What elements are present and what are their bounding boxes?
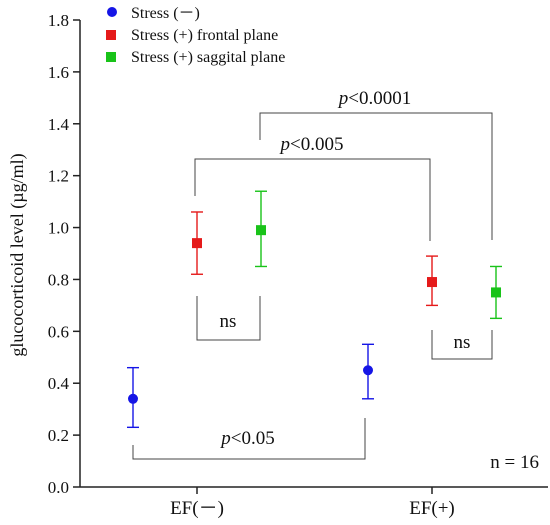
axes	[79, 20, 548, 494]
series-1-point-0-marker	[192, 238, 202, 249]
y-tick-label-8: 1.6	[48, 63, 69, 82]
bracket-ns-left	[196, 296, 261, 341]
annotation-n: n = 16	[490, 452, 539, 473]
annotation-ns-right: ns	[454, 332, 471, 353]
annotation-p0001: p<0.0001	[337, 88, 411, 109]
series-0-point-0-marker	[128, 393, 138, 404]
annotation-p05: p<0.05	[219, 428, 274, 449]
annotation-p05-p: p	[219, 428, 231, 449]
y-tick-label-9: 1.8	[48, 11, 69, 30]
y-tick-label-1: 0.2	[48, 426, 69, 445]
legend-label-stress-minus: Stress (－)	[131, 5, 200, 22]
legend-marker-stress-saggital	[106, 52, 116, 62]
y-tick-label-3: 0.6	[48, 322, 69, 341]
y-tick-label-2: 0.4	[48, 374, 70, 393]
series-0-point-1-marker	[363, 365, 373, 376]
series-2-point-0-marker	[256, 225, 266, 236]
bracket-p05	[132, 418, 366, 460]
significance-brackets	[132, 112, 493, 460]
annotation-p005: p<0.005	[279, 134, 344, 155]
series-1-point-0	[191, 211, 203, 275]
y-tick-label-4: 0.8	[48, 270, 69, 289]
series-2-point-1-marker	[491, 287, 501, 298]
legend-marker-stress-frontal	[106, 30, 116, 40]
y-tick-label-5: 1.0	[48, 219, 69, 238]
annotation-p0001-p: p	[337, 88, 349, 109]
y-tick-label-0: 0.0	[48, 478, 69, 497]
series-1-point-1	[426, 255, 438, 307]
legend-label-stress-saggital: Stress (+) saggital plane	[131, 49, 285, 66]
data-points	[127, 190, 502, 429]
y-axis-ticks: 0.0 0.2 0.4 0.6 0.8 1.0 1.2 1.4 1.6 1.8	[48, 11, 80, 497]
y-tick-label-7: 1.4	[48, 115, 70, 134]
x-tick-label-ef-plus: EF(+)	[409, 498, 455, 519]
series-0-point-1	[362, 343, 374, 400]
annotation-ns-left: ns	[220, 311, 237, 332]
series-2-point-1	[490, 265, 502, 320]
legend-label-stress-frontal: Stress (+) frontal plane	[131, 27, 278, 44]
legend: Stress (－) Stress (+) frontal plane Stre…	[106, 5, 285, 66]
series-0-point-0	[127, 366, 139, 429]
annotation-p05-value: <0.05	[231, 428, 275, 449]
annotation-p005-value: <0.005	[290, 134, 343, 155]
bracket-ns-right	[431, 330, 493, 360]
bracket-p0001	[259, 112, 493, 240]
y-axis-label: glucocorticoid level (µg/ml)	[7, 153, 28, 356]
annotation-p0001-value: <0.0001	[348, 88, 411, 109]
y-tick-label-6: 1.2	[48, 167, 69, 186]
x-tick-label-ef-minus: EF(－)	[170, 498, 224, 519]
series-2-point-0	[255, 190, 267, 268]
bracket-p005	[194, 158, 431, 241]
annotation-p005-p: p	[279, 134, 291, 155]
legend-marker-stress-minus	[107, 7, 117, 17]
series-1-point-1-marker	[427, 277, 437, 288]
